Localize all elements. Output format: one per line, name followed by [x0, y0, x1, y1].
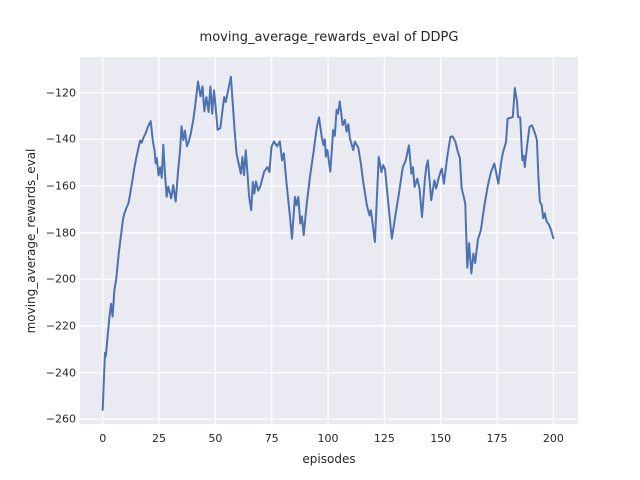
x-tick-label: 75 [264, 432, 279, 445]
y-axis-label: moving_average_rewards_eval [24, 148, 38, 333]
plot-area [80, 57, 578, 424]
y-tick-label: −260 [45, 412, 76, 426]
y-tick-label: −200 [45, 272, 76, 286]
x-tick-label: 150 [430, 432, 452, 445]
y-tick-label: −120 [45, 86, 76, 100]
x-axis-label: episodes [302, 452, 356, 466]
x-tick-label: 50 [208, 432, 223, 445]
y-tick-label: −180 [45, 226, 76, 240]
y-tick-label: −140 [45, 132, 76, 146]
y-tick-label: −220 [45, 319, 76, 333]
x-tick-label: 100 [317, 432, 339, 445]
y-tick-label: −240 [45, 366, 76, 380]
x-tick-label: 0 [99, 432, 107, 445]
x-tick-label: 125 [373, 432, 395, 445]
x-tick-label: 200 [542, 432, 564, 445]
x-tick-label: 175 [486, 432, 508, 445]
y-tick-label: −160 [45, 179, 76, 193]
x-tick-label: 25 [152, 432, 167, 445]
chart-title: moving_average_rewards_eval of DDPG [199, 30, 459, 45]
reward-line-series [101, 75, 555, 411]
